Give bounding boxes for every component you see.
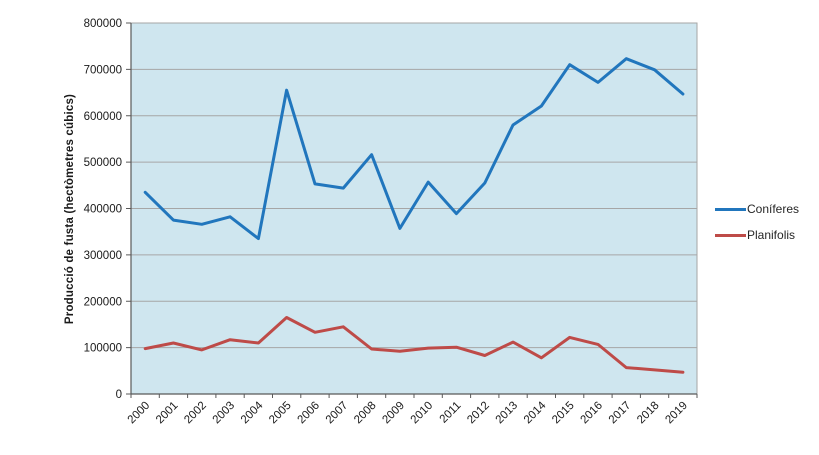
x-tick-label: 2008	[352, 400, 379, 427]
y-tick-label: 700000	[84, 64, 122, 76]
y-tick-label: 500000	[84, 157, 122, 169]
x-tick-label: 2018	[635, 400, 662, 427]
x-tick-label: 2019	[663, 400, 690, 427]
y-tick-label: 200000	[84, 296, 122, 308]
x-tick-label: 2016	[578, 400, 605, 427]
x-tick-label: 2011	[438, 400, 464, 426]
x-tick-label: 2013	[494, 400, 521, 427]
x-tick-label: 2005	[267, 400, 294, 427]
legend-line-coniferes-icon	[715, 207, 746, 211]
series-line-planifolis	[143, 316, 685, 374]
y-tick-label: 0	[116, 389, 122, 401]
legend-item-coniferes: Coníferes	[715, 202, 799, 216]
legend-item-planifolis: Planifolis	[715, 228, 799, 242]
y-tick-label: 300000	[84, 250, 122, 262]
legend: Coníferes Planifolis	[715, 202, 799, 242]
x-tick-label: 2003	[211, 400, 238, 427]
x-tick-label: 2009	[380, 400, 407, 427]
x-tick-label: 2000	[126, 400, 153, 427]
y-axis-title: Producció de fusta (hectòmetres cúbics)	[64, 93, 76, 325]
x-tick-label: 2017	[607, 400, 634, 427]
legend-line-planifolis-icon	[715, 233, 746, 237]
y-tick-label: 100000	[84, 343, 122, 355]
x-tick-label: 2004	[239, 399, 266, 426]
series-line-coníferes	[143, 57, 685, 241]
x-tick-label: 2006	[295, 400, 322, 427]
x-tick-label: 2010	[409, 400, 436, 427]
x-tick-label: 2014	[522, 399, 549, 426]
x-tick-label: 2007	[324, 400, 351, 427]
legend-label: Planifolis	[747, 228, 796, 242]
x-tick-label: 2001	[154, 400, 181, 427]
y-tick-label: 800000	[84, 18, 122, 30]
x-tick-label: 2012	[465, 400, 492, 427]
y-tick-label: 400000	[84, 204, 122, 216]
y-tick-label: 600000	[84, 111, 122, 123]
legend-label: Coníferes	[747, 202, 800, 216]
x-tick-label: 2002	[182, 400, 209, 427]
x-tick-label: 2015	[550, 400, 577, 427]
